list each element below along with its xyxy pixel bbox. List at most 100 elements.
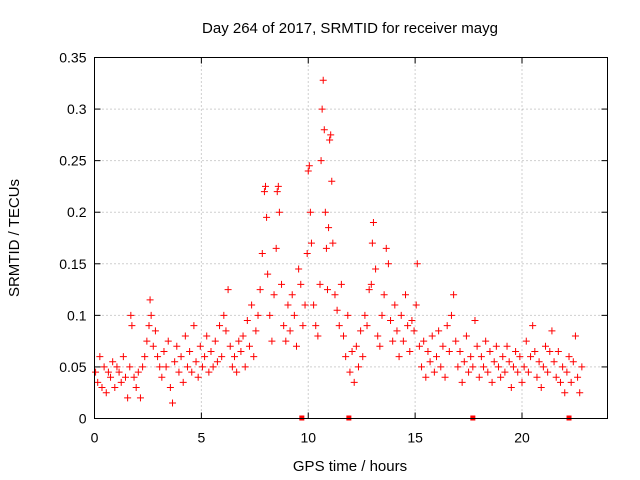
data-point <box>292 342 300 350</box>
data-point <box>119 353 127 361</box>
data-point <box>286 327 294 335</box>
data-point <box>323 286 331 294</box>
data-point <box>237 347 245 355</box>
data-point <box>303 249 311 257</box>
data-point <box>565 353 573 361</box>
data-point <box>488 378 496 386</box>
data-point <box>216 322 224 330</box>
data-point <box>328 177 336 185</box>
x-tick-label: 0 <box>91 430 99 446</box>
data-point <box>166 384 174 392</box>
data-point <box>128 322 136 330</box>
axis-ticks <box>94 57 608 419</box>
data-point <box>278 280 286 288</box>
data-point <box>220 311 228 319</box>
data-point <box>290 311 298 319</box>
data-point <box>372 265 380 273</box>
data-point <box>329 239 337 247</box>
data-point <box>198 363 206 371</box>
data-point <box>387 317 395 325</box>
data-point <box>181 332 189 340</box>
data-point <box>258 249 266 257</box>
data-point <box>524 368 532 376</box>
data-point <box>316 280 324 288</box>
data-point <box>156 363 164 371</box>
data-point <box>494 363 502 371</box>
data-point <box>501 368 509 376</box>
data-point <box>310 301 318 309</box>
data-point <box>124 394 132 402</box>
data-point <box>458 378 466 386</box>
data-point <box>514 368 522 376</box>
data-point <box>141 353 149 361</box>
data-point <box>408 317 416 325</box>
data-point <box>369 219 377 227</box>
data-point <box>115 368 123 376</box>
data-point <box>569 358 577 366</box>
x-tick-label: 15 <box>407 430 423 446</box>
data-point <box>413 260 421 268</box>
data-point <box>304 167 312 175</box>
data-point <box>270 291 278 299</box>
data-point <box>113 363 121 371</box>
data-point <box>382 244 390 252</box>
data-point <box>326 136 334 144</box>
data-point <box>109 358 117 366</box>
data-point <box>127 311 135 319</box>
data-point <box>209 363 217 371</box>
data-point <box>563 368 571 376</box>
x-axis-label: GPS time / hours <box>293 458 407 475</box>
data-point <box>441 373 449 381</box>
data-point <box>203 332 211 340</box>
data-point <box>350 378 358 386</box>
data-point <box>460 358 468 366</box>
data-point <box>520 363 528 371</box>
data-point <box>248 301 256 309</box>
data-point <box>548 327 556 335</box>
data-point <box>522 337 530 345</box>
data-point <box>322 244 330 252</box>
data-point <box>205 368 213 376</box>
data-point <box>282 337 290 345</box>
data-point <box>561 389 569 397</box>
x-tick-label: 10 <box>300 430 316 446</box>
data-point <box>503 342 511 350</box>
data-point <box>94 378 102 386</box>
data-point <box>361 311 369 319</box>
data-point <box>399 337 407 345</box>
data-point <box>497 373 505 381</box>
data-point <box>424 347 432 355</box>
y-tick-label: 0.35 <box>59 50 86 66</box>
data-point <box>134 368 142 376</box>
data-point <box>384 260 392 268</box>
data-point <box>404 322 412 330</box>
data-point <box>412 301 420 309</box>
data-point <box>145 322 153 330</box>
data-point <box>415 342 423 350</box>
data-point <box>188 368 196 376</box>
data-point <box>430 368 438 376</box>
data-point <box>518 378 526 386</box>
data-point <box>175 368 183 376</box>
data-point <box>171 358 179 366</box>
data-point <box>406 347 414 355</box>
data-point <box>393 327 401 335</box>
data-point <box>439 342 447 350</box>
y-tick-label: 0.3 <box>67 101 87 117</box>
data-point <box>149 342 157 350</box>
data-point <box>516 353 524 361</box>
data-point <box>348 347 356 355</box>
data-point <box>173 342 181 350</box>
y-tick-label: 0.05 <box>59 359 86 375</box>
data-point <box>130 373 138 381</box>
data-point <box>98 384 106 392</box>
data-point <box>96 353 104 361</box>
data-point <box>307 239 315 247</box>
data-point <box>207 347 215 355</box>
chart-title: Day 264 of 2017, SRMTID for receiver may… <box>202 20 498 37</box>
data-point <box>266 311 274 319</box>
data-point <box>456 347 464 355</box>
data-point <box>467 353 475 361</box>
data-point <box>454 363 462 371</box>
